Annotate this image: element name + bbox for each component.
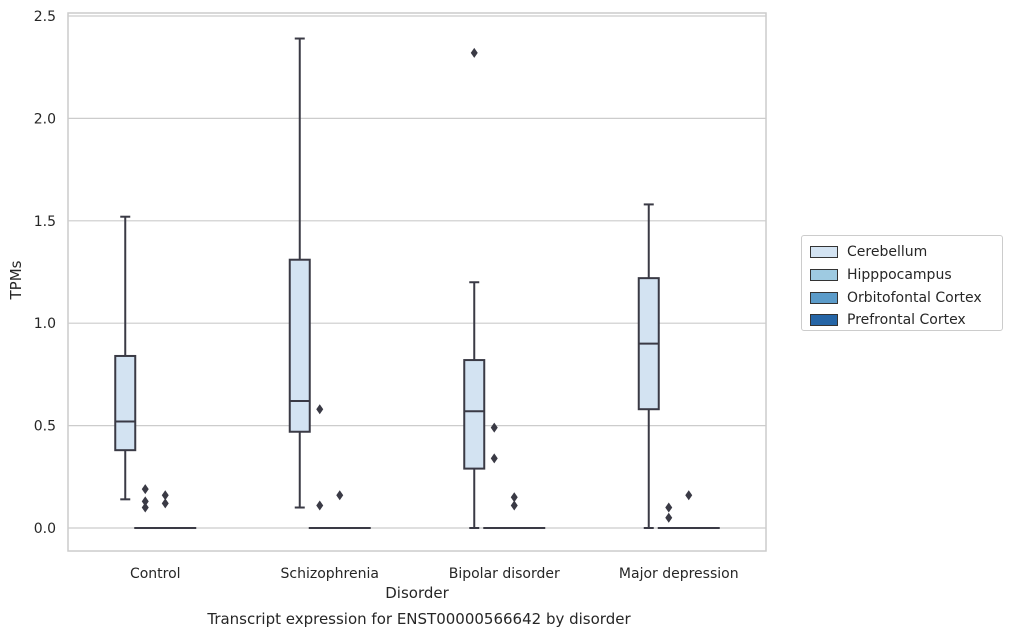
x-tick-label: Control [130,566,181,582]
box-plots [114,37,720,530]
chart-title: Transcript expression for ENST0000056664… [207,610,631,628]
outlier-point [141,496,149,507]
legend-item: Prefrontal Cortex [810,309,1002,332]
outlier-point [490,422,498,433]
box-body [288,258,311,433]
y-tick-label: 2.5 [34,9,56,25]
y-axis-ticks: 0.0 0.5 1.0 1.5 2.0 2.5 [34,9,56,537]
box-0-3 [637,203,660,529]
outlier-point [470,47,478,58]
box-2-2 [503,492,526,530]
legend-item: Cerebellum [810,241,1002,264]
box-2-3 [677,490,700,530]
y-tick-label: 0.5 [34,419,56,435]
y-tick-label: 1.5 [34,214,56,230]
outlier-point [141,502,149,513]
outlier-point [316,500,324,511]
outlier-point [161,490,169,501]
legend-swatch [810,269,838,282]
box-1-2 [483,422,506,530]
y-tick-label: 2.0 [34,111,56,127]
x-axis-label: Disorder [385,584,449,602]
legend-label: Prefrontal Cortex [847,312,966,329]
box-1-3 [657,502,680,530]
box-0-2 [463,47,486,529]
x-tick-label: Major depression [619,566,739,582]
y-axis-label: TPMs [7,260,25,300]
legend-swatch [810,246,838,259]
outlier-point [665,502,673,513]
outlier-point [665,512,673,523]
legend-item: Hipppocampus [810,264,1002,287]
grid-lines [68,15,766,529]
y-tick-label: 0.0 [34,521,56,537]
legend-swatch [810,314,838,327]
box-2-0 [154,490,177,530]
box-1-1 [308,404,331,530]
plot-frame [67,12,767,552]
outlier-point [161,498,169,509]
legend-swatch [810,291,838,304]
y-tick-label: 1.0 [34,316,56,332]
box-2-1 [328,490,351,530]
outlier-point [141,484,149,495]
x-tick-label: Bipolar disorder [449,566,560,582]
outlier-point [316,404,324,415]
legend-label: Cerebellum [847,244,928,261]
box-0-0 [114,215,137,501]
x-axis-ticks: Control Schizophrenia Bipolar disorder Majo… [130,566,739,582]
legend: Cerebellum Hipppocampus Orbitofontal Cor… [801,235,1003,331]
outlier-point [510,492,518,503]
legend-item: Orbitofontal Cortex [810,286,1002,309]
outlier-point [685,490,693,501]
box-body [114,354,137,452]
legend-label: Orbitofontal Cortex [847,289,982,306]
outlier-point [490,453,498,464]
outlier-point [336,490,344,501]
x-tick-label: Schizophrenia [281,566,379,582]
legend-label: Hipppocampus [847,267,952,284]
outlier-point [510,500,518,511]
box-1-0 [134,484,157,530]
box-body [463,359,486,470]
box-0-1 [288,37,311,509]
